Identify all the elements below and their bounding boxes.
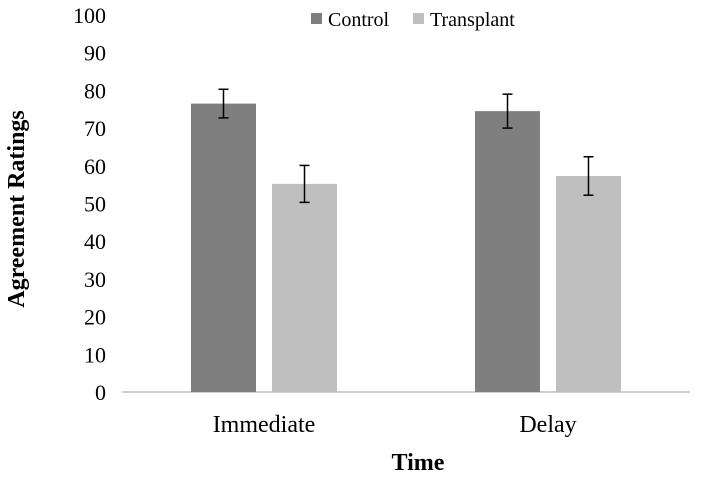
legend-swatch-control: [311, 13, 322, 24]
y-tick-label-10: 10: [84, 342, 106, 367]
bar-control-delay: [475, 111, 540, 392]
bar-transplant-immediate: [272, 183, 337, 392]
bar-control-immediate: [191, 103, 256, 392]
legend-label-control: Control: [328, 9, 390, 31]
y-axis-title: Agreement Ratings: [4, 110, 30, 308]
x-category-label-delay: Delay: [519, 412, 576, 438]
bars: [191, 103, 621, 392]
legend: Control Transplant: [311, 9, 515, 31]
y-tick-label-80: 80: [84, 78, 106, 103]
y-tick-label-20: 20: [84, 305, 106, 330]
y-tick-label-40: 40: [84, 229, 106, 254]
y-tick-label-90: 90: [84, 41, 106, 66]
x-axis-title: Time: [392, 450, 445, 476]
x-axis-categories: Immediate Delay: [213, 412, 577, 438]
x-category-label-immediate: Immediate: [213, 412, 316, 438]
y-tick-label-0: 0: [95, 380, 106, 405]
legend-label-transplant: Transplant: [430, 9, 515, 31]
error-bar-transplant-delay: [583, 156, 594, 196]
bar-transplant-delay: [556, 175, 621, 392]
legend-item-transplant: Transplant: [413, 9, 515, 31]
y-tick-label-100: 100: [73, 3, 106, 28]
error-bar-transplant-immediate: [299, 164, 310, 204]
error-bar-control-immediate: [218, 88, 229, 119]
y-tick-label-50: 50: [84, 192, 106, 217]
y-tick-label-60: 60: [84, 154, 106, 179]
y-tick-label-70: 70: [84, 116, 106, 141]
y-tick-label-30: 30: [84, 267, 106, 292]
error-bars: [218, 88, 594, 204]
y-axis-ticks: 0 10 20 30 40 50 60 70 80 90 100: [73, 3, 106, 405]
error-bar-control-delay: [502, 93, 513, 129]
legend-swatch-transplant: [413, 13, 424, 24]
legend-item-control: Control: [311, 9, 390, 31]
